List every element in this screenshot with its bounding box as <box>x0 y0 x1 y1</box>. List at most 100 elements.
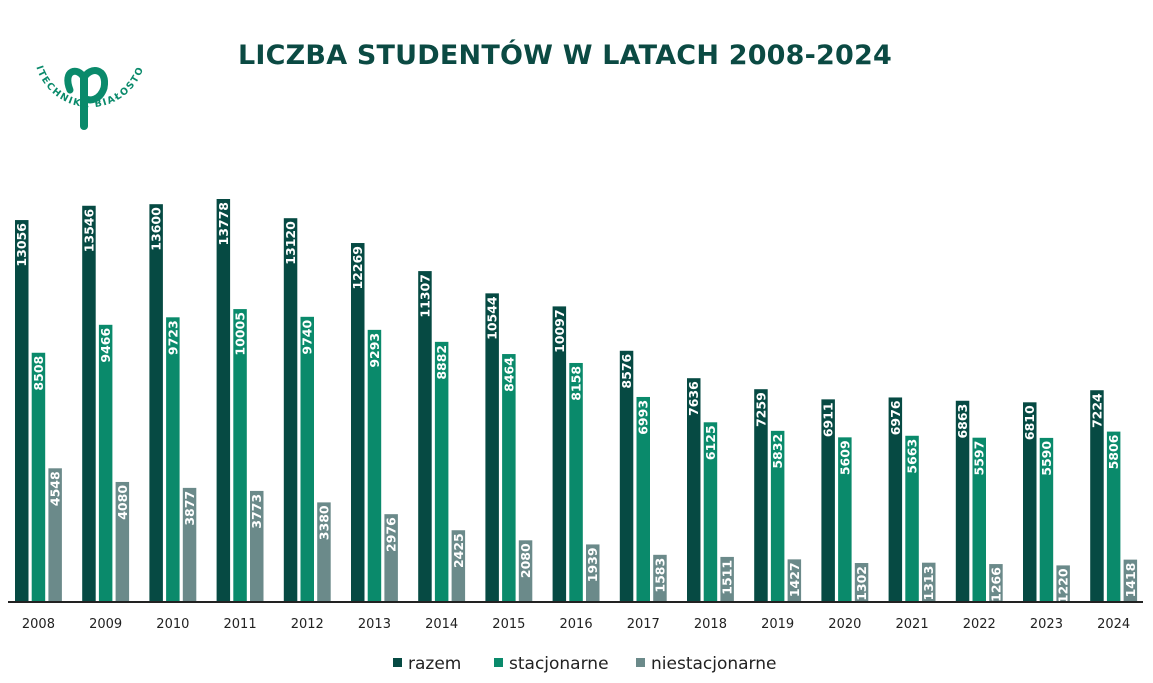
bar-stacjonarne-2014 <box>434 341 449 601</box>
legend-swatch-niestacjonarne <box>636 658 645 667</box>
bar-niestacjonarne-2010 <box>182 487 197 601</box>
bar-razem-2019 <box>754 389 768 601</box>
data-label-stacjonarne-2019: 5832 <box>770 434 785 469</box>
x-tick-label-2022: 2022 <box>963 617 996 632</box>
data-label-stacjonarne-2020: 5609 <box>837 440 852 475</box>
bar-stacjonarne-2011 <box>233 309 247 601</box>
bar-niestacjonarne-2017 <box>653 554 667 601</box>
bar-niestacjonarne-2009 <box>115 481 130 601</box>
bar-niestacjonarne-2016 <box>586 544 600 601</box>
bar-niestacjonarne-2018 <box>720 556 734 601</box>
bar-stacjonarne-2015 <box>502 354 516 601</box>
data-label-stacjonarne-2021: 5663 <box>905 439 920 474</box>
bar-niestacjonarne-2019 <box>787 559 802 601</box>
x-tick-label-2012: 2012 <box>291 617 324 632</box>
legend: razem stacjonarne niestacjonarne <box>393 654 776 674</box>
data-label-niestacjonarne-2023: 1220 <box>1056 568 1071 603</box>
data-label-stacjonarne-2011: 10005 <box>233 312 248 356</box>
data-label-stacjonarne-2010: 9723 <box>165 320 180 355</box>
bar-niestacjonarne-2024 <box>1123 559 1138 601</box>
bar-stacjonarne-2009 <box>98 324 113 601</box>
data-label-niestacjonarne-2014: 2425 <box>451 533 466 568</box>
x-tick-label-2021: 2021 <box>896 617 929 632</box>
bar-razem-2015 <box>485 293 499 601</box>
data-label-razem-2020: 6911 <box>821 402 836 437</box>
legend-swatch-razem <box>393 658 402 667</box>
chart-title: LICZBA STUDENTÓW W LATACH 2008-2024 <box>237 40 893 71</box>
x-tick-label-2017: 2017 <box>627 617 660 632</box>
x-tick-label-2016: 2016 <box>560 617 593 632</box>
bars-group: 13056 8508 4548 13546 9466 4080 13600 9723 3877 1… <box>14 199 1138 603</box>
bar-razem-2013 <box>351 243 365 601</box>
x-tick-label-2008: 2008 <box>22 617 55 632</box>
bar-stacjonarne-2012 <box>300 316 314 601</box>
bar-stacjonarne-2020 <box>838 437 852 601</box>
bar-niestacjonarne-2020 <box>854 563 869 601</box>
data-label-stacjonarne-2008: 8508 <box>31 356 46 391</box>
bar-niestacjonarne-2012 <box>317 502 331 601</box>
data-label-niestacjonarne-2010: 3877 <box>182 491 197 526</box>
x-tick-label-2019: 2019 <box>761 617 794 632</box>
data-label-stacjonarne-2022: 5597 <box>972 441 987 476</box>
data-label-razem-2019: 7259 <box>753 392 768 427</box>
data-label-razem-2011: 13778 <box>216 202 231 246</box>
data-label-niestacjonarne-2009: 4080 <box>115 485 130 520</box>
bar-niestacjonarne-2008 <box>48 468 62 601</box>
data-label-razem-2024: 7224 <box>1089 393 1104 428</box>
logo-symbol-icon <box>64 67 109 130</box>
data-label-stacjonarne-2015: 8464 <box>501 357 516 392</box>
legend-swatch-stacjonarne <box>494 658 503 667</box>
data-label-stacjonarne-2018: 6125 <box>703 425 718 460</box>
x-tick-label-2015: 2015 <box>492 617 525 632</box>
bar-niestacjonarne-2013 <box>384 514 398 601</box>
bar-razem-2021 <box>888 397 903 601</box>
bar-razem-2017 <box>619 350 634 601</box>
x-tick-label-2023: 2023 <box>1030 617 1063 632</box>
x-tick-label-2013: 2013 <box>358 617 391 632</box>
data-label-niestacjonarne-2016: 1939 <box>585 547 600 582</box>
data-label-razem-2013: 12269 <box>350 246 365 290</box>
data-label-razem-2023: 6810 <box>1022 405 1037 440</box>
data-label-razem-2018: 7636 <box>686 381 701 416</box>
data-label-stacjonarne-2024: 5806 <box>1106 434 1121 469</box>
bar-stacjonarne-2024 <box>1106 431 1121 601</box>
university-logo: POLITECHNIKA BIAŁOSTOCKA <box>18 48 145 130</box>
data-label-stacjonarne-2016: 8158 <box>569 366 584 401</box>
x-tick-label-2018: 2018 <box>694 617 727 632</box>
data-label-razem-2012: 13120 <box>283 221 298 265</box>
data-label-niestacjonarne-2022: 1266 <box>988 567 1003 602</box>
data-label-niestacjonarne-2015: 2080 <box>518 543 533 578</box>
x-tick-label-2009: 2009 <box>89 617 122 632</box>
data-label-stacjonarne-2023: 5590 <box>1039 441 1054 476</box>
data-label-niestacjonarne-2018: 1511 <box>720 560 735 595</box>
data-label-razem-2021: 6976 <box>888 400 903 435</box>
bar-stacjonarne-2008 <box>31 352 46 601</box>
bar-stacjonarne-2013 <box>367 329 382 601</box>
data-label-niestacjonarne-2020: 1302 <box>854 566 869 601</box>
bar-niestacjonarne-2014 <box>451 530 466 601</box>
bar-niestacjonarne-2021 <box>922 562 936 601</box>
data-label-razem-2015: 10544 <box>485 296 500 340</box>
bar-razem-2008 <box>15 220 29 602</box>
x-axis-ticks: 2008 2009 2010 2011 2012 2013 2014 2015 2016 2017… <box>22 617 1130 632</box>
data-label-niestacjonarne-2008: 4548 <box>48 471 63 506</box>
bar-razem-2010 <box>149 204 163 602</box>
bar-stacjonarne-2022 <box>972 437 986 601</box>
bar-razem-2014 <box>418 271 432 601</box>
data-label-stacjonarne-2017: 6993 <box>636 400 651 435</box>
data-label-niestacjonarne-2011: 3773 <box>249 494 264 529</box>
data-label-razem-2009: 13546 <box>81 208 96 252</box>
data-label-stacjonarne-2012: 9740 <box>300 320 315 355</box>
bar-niestacjonarne-2023 <box>1056 565 1070 601</box>
bar-razem-2024 <box>1090 390 1104 601</box>
data-label-razem-2014: 11307 <box>417 274 432 318</box>
bar-niestacjonarne-2011 <box>250 490 264 601</box>
bar-razem-2011 <box>216 199 231 601</box>
data-label-niestacjonarne-2012: 3380 <box>316 505 331 540</box>
bar-razem-2009 <box>82 205 96 602</box>
bar-razem-2023 <box>1023 402 1037 601</box>
bar-razem-2012 <box>283 218 298 601</box>
data-label-niestacjonarne-2019: 1427 <box>787 562 802 597</box>
legend-label-niestacjonarne: niestacjonarne <box>651 654 776 674</box>
